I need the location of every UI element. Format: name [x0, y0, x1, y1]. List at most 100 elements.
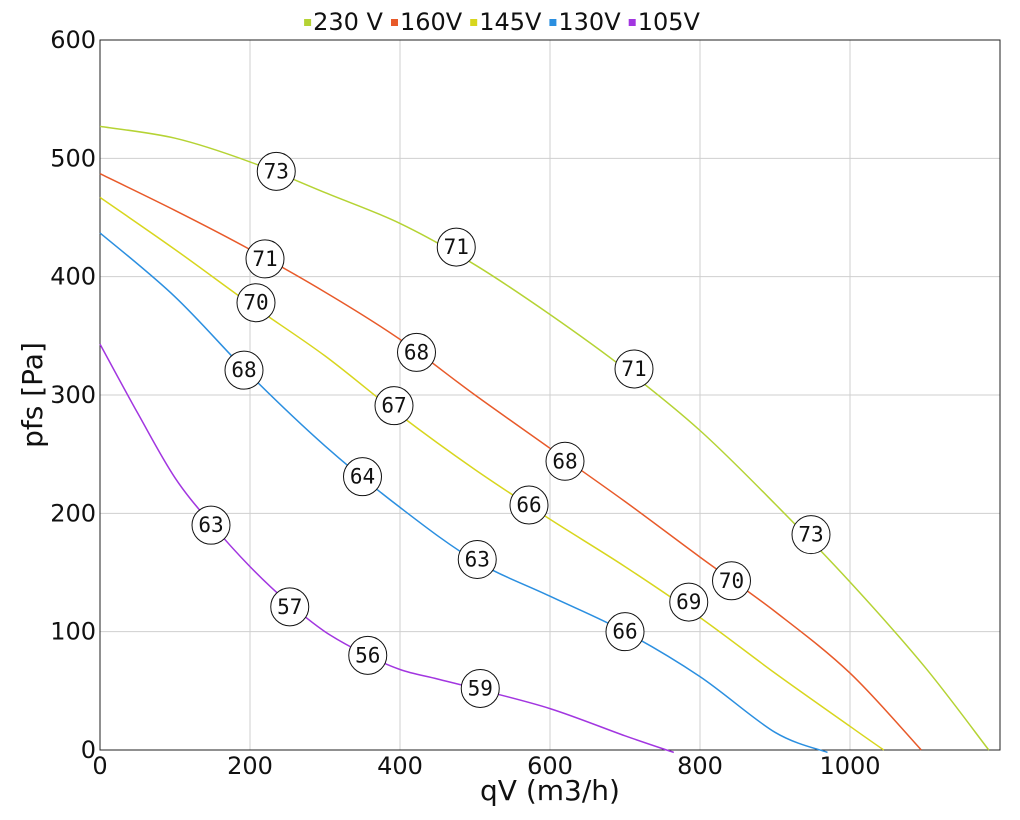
value-label-bubble: 66 — [509, 485, 549, 525]
value-label-bubble: 71 — [245, 239, 285, 279]
x-tick-label: 1000 — [819, 752, 880, 780]
series-line-145v — [99, 196, 885, 751]
x-axis-title: qV (m3/h) — [480, 774, 620, 807]
value-label-bubble: 71 — [436, 227, 476, 267]
value-label-circle — [436, 227, 476, 267]
value-label-text: 67 — [381, 394, 406, 418]
value-label-circle — [191, 505, 231, 545]
value-label-bubble: 67 — [374, 386, 414, 426]
legend-label: 105V — [638, 8, 701, 36]
legend-swatch — [304, 19, 312, 26]
value-label-bubble: 69 — [669, 582, 709, 622]
value-label-circle — [712, 561, 751, 601]
legend-item: 105V — [628, 8, 701, 36]
legend-label: 230 V — [313, 8, 383, 36]
value-label-text: 70 — [719, 569, 744, 593]
value-label-bubble: 71 — [614, 349, 654, 389]
value-label-circle — [605, 612, 645, 652]
value-label-circle — [509, 485, 549, 525]
value-label-circle — [669, 582, 709, 622]
value-label-text: 73 — [264, 159, 289, 183]
plot-area-frame — [99, 39, 1001, 751]
series-line-130v — [99, 232, 828, 754]
value-label-text: 63 — [198, 513, 223, 537]
value-label-circle — [224, 350, 264, 390]
series-line-230v — [99, 125, 990, 751]
value-label-bubble: 73 — [791, 515, 831, 555]
y-tick-label: 0 — [81, 736, 96, 764]
legend-item: 230 V — [304, 8, 384, 36]
legend-swatch — [549, 19, 557, 26]
legend-swatch — [628, 19, 636, 26]
value-label-text: 70 — [243, 291, 268, 315]
value-label-bubble: 73 — [256, 151, 296, 191]
legend-label: 160V — [400, 8, 463, 36]
value-label-text: 66 — [612, 620, 637, 644]
value-label-bubble: 70 — [236, 283, 276, 323]
x-tick-label: 800 — [677, 752, 723, 780]
x-tick-label: 0 — [92, 752, 107, 780]
legend-item: 145V — [470, 8, 542, 36]
value-label-text: 57 — [277, 595, 302, 619]
value-label-circle — [270, 587, 310, 627]
value-label-bubble: 68 — [397, 332, 436, 372]
legend-swatch — [391, 19, 398, 26]
value-label-text: 56 — [355, 643, 380, 667]
value-label-text: 71 — [621, 357, 646, 381]
value-label-circle — [236, 283, 276, 323]
value-label-circle — [397, 332, 436, 372]
value-label-bubble: 57 — [270, 587, 310, 627]
value-label-circle — [545, 441, 585, 481]
value-label-text: 64 — [350, 465, 375, 489]
value-label-text: 68 — [552, 449, 577, 473]
y-axis-title: pfs [Pa] — [16, 342, 49, 448]
x-tick-label: 400 — [377, 752, 423, 780]
value-label-bubble: 66 — [605, 612, 645, 652]
legend-item: 130V — [549, 8, 621, 36]
series-line-105v — [99, 343, 675, 754]
value-label-circle — [245, 239, 285, 279]
y-tick-label: 200 — [50, 499, 96, 527]
value-label-circle — [343, 457, 382, 497]
value-label-bubble: 64 — [343, 457, 382, 497]
value-label-circle — [457, 539, 497, 579]
value-label-text: 69 — [676, 590, 701, 614]
y-tick-label: 500 — [50, 144, 96, 172]
series-line-160v — [99, 173, 922, 751]
legend-label: 145V — [479, 8, 542, 36]
value-label-text: 59 — [468, 676, 493, 700]
value-label-bubble: 56 — [348, 635, 388, 675]
y-tick-label: 300 — [50, 381, 96, 409]
series-lines — [99, 125, 990, 754]
grid — [99, 39, 1000, 751]
value-label-text: 73 — [798, 523, 823, 547]
value-label-circle — [791, 515, 831, 555]
value-label-text: 68 — [231, 358, 256, 382]
value-label-circle — [614, 349, 654, 389]
legend: 230 V 160V 145V 130V 105V — [304, 8, 701, 36]
value-label-bubble: 70 — [712, 561, 751, 601]
value-label-text: 71 — [252, 247, 277, 271]
value-label-circle — [374, 386, 414, 426]
value-label-bubble: 68 — [224, 350, 264, 390]
legend-swatch — [470, 19, 478, 26]
tick-labels: 0 200 400 600 800 1000 0 100 200 300 400 500 600 — [50, 26, 880, 780]
y-tick-label: 400 — [50, 263, 96, 291]
value-label-text: 66 — [516, 493, 541, 517]
curve-value-labels: 73 71 71 73 71 68 68 70 70 67 66 69 68 64 63 66 63 57 56 59 — [191, 151, 831, 708]
y-tick-label: 600 — [50, 26, 96, 54]
legend-label: 130V — [558, 8, 621, 36]
y-tick-label: 100 — [50, 618, 96, 646]
value-label-circle — [460, 668, 500, 708]
value-label-bubble: 59 — [460, 668, 500, 708]
value-label-circle — [348, 635, 388, 675]
legend-item: 160V — [391, 8, 463, 36]
x-tick-label: 600 — [527, 752, 573, 780]
value-label-text: 68 — [404, 340, 429, 364]
value-label-text: 63 — [465, 547, 490, 571]
value-label-bubble: 63 — [457, 539, 497, 579]
value-label-text: 71 — [444, 235, 469, 259]
x-tick-label: 200 — [227, 752, 273, 780]
value-label-bubble: 68 — [545, 441, 585, 481]
